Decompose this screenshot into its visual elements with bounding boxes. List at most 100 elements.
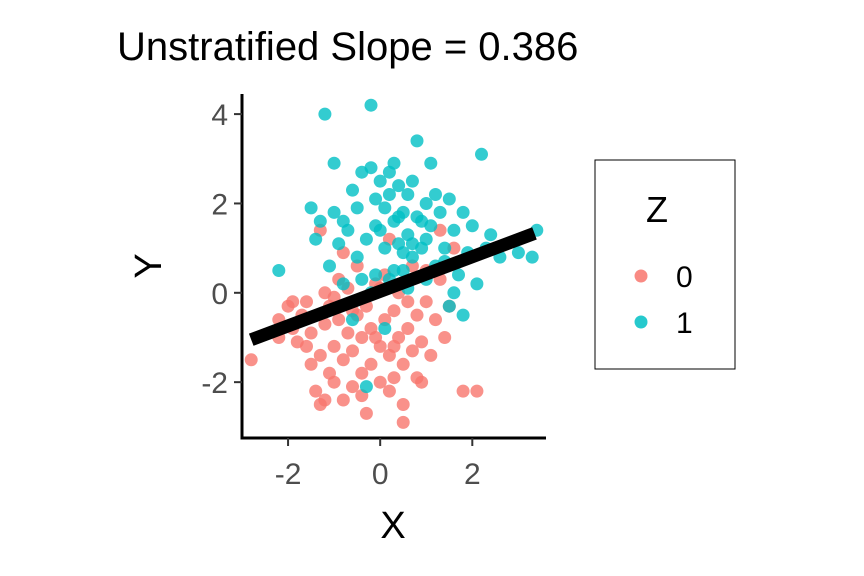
point-z0-47 [396, 415, 410, 429]
point-z1-79 [396, 246, 410, 260]
point-z1-0 [272, 264, 286, 277]
point-z0-62 [470, 384, 484, 398]
fit-line-layer [248, 227, 537, 346]
point-z0-49 [405, 344, 419, 358]
point-z0-55 [424, 348, 438, 362]
point-z0-56 [429, 313, 442, 327]
point-z1-71 [382, 165, 396, 179]
point-z1-55 [484, 228, 498, 242]
point-z1-17 [364, 161, 378, 175]
point-z1-22 [378, 241, 392, 255]
point-z1-72 [336, 214, 350, 228]
point-z1-77 [405, 237, 419, 251]
point-z0-28 [355, 366, 369, 380]
point-z0-11 [313, 348, 327, 362]
point-z1-3 [313, 214, 327, 228]
point-z0-51 [410, 308, 424, 322]
point-z0-45 [396, 398, 410, 411]
point-z0-8 [304, 326, 318, 340]
y-tick-label: 0 [211, 278, 228, 311]
point-z0-61 [456, 384, 470, 398]
legend-key-0 [634, 269, 648, 283]
point-z0-41 [387, 304, 401, 318]
point-z0-60 [447, 241, 461, 255]
legend-label-0: 0 [676, 261, 693, 294]
legend-label-1: 1 [676, 307, 693, 340]
point-z1-4 [318, 107, 332, 121]
point-z1-6 [327, 156, 341, 170]
legend-title: Z [646, 189, 668, 230]
point-z1-47 [447, 223, 461, 237]
point-z0-69 [300, 339, 313, 353]
point-z0-35 [373, 375, 387, 389]
point-z1-38 [419, 197, 433, 210]
point-z1-13 [350, 250, 364, 264]
point-z0-29 [355, 331, 369, 344]
point-z1-2 [309, 232, 323, 246]
point-z0-42 [387, 371, 401, 385]
point-z0-58 [438, 331, 452, 344]
point-z0-22 [341, 326, 355, 340]
point-z0-53 [415, 335, 429, 349]
point-z1-7 [327, 205, 341, 219]
point-z1-75 [447, 286, 461, 300]
point-z1-29 [396, 264, 410, 277]
point-z0-37 [378, 313, 392, 327]
point-z1-11 [346, 183, 359, 197]
point-z1-8 [332, 237, 346, 251]
x-ticks: -2 0 2 [275, 438, 481, 491]
point-z1-23 [382, 188, 396, 201]
point-z0-27 [350, 259, 364, 273]
point-z0-21 [336, 353, 350, 367]
point-z1-28 [392, 179, 406, 193]
point-z1-52 [470, 277, 484, 291]
point-z0-32 [364, 357, 378, 371]
point-z0-18 [332, 313, 346, 327]
point-z1-65 [415, 214, 429, 228]
point-z1-16 [364, 98, 378, 112]
point-z0-39 [382, 384, 396, 398]
point-z0-6 [300, 295, 313, 309]
point-z1-66 [429, 188, 442, 201]
point-z0-54 [419, 295, 433, 309]
point-z1-43 [433, 205, 447, 219]
point-z0-76 [387, 339, 401, 353]
point-z0-25 [346, 344, 359, 358]
point-z1-59 [525, 250, 539, 264]
point-z1-57 [511, 246, 525, 260]
x-tick-label: 0 [372, 458, 389, 491]
point-z1-45 [442, 192, 456, 206]
point-z0-12 [318, 317, 332, 331]
points-layer [244, 98, 544, 429]
point-z0-0 [244, 353, 258, 367]
point-z1-49 [456, 205, 470, 219]
point-z1-74 [392, 210, 406, 224]
legend-box [594, 159, 736, 370]
point-z1-63 [387, 264, 401, 277]
point-z1-51 [465, 219, 479, 233]
point-z1-44 [438, 241, 452, 255]
legend-key-1 [634, 315, 648, 329]
y-tick-label: 2 [211, 188, 228, 221]
point-z1-33 [405, 174, 419, 188]
y-ticks: -2 0 2 4 [201, 99, 242, 400]
legend: Z 0 1 [594, 159, 736, 370]
point-z1-46 [442, 299, 456, 313]
point-z1-15 [359, 232, 373, 246]
point-z1-53 [475, 147, 488, 161]
point-z1-12 [350, 201, 364, 215]
point-z0-73 [401, 295, 415, 309]
point-z0-48 [401, 322, 415, 335]
y-tick-label: -2 [201, 367, 228, 400]
point-z1-31 [401, 188, 415, 201]
point-z1-61 [378, 322, 392, 335]
point-z1-62 [346, 313, 359, 327]
point-z1-9 [336, 277, 350, 291]
point-z0-78 [415, 375, 429, 389]
point-z0-9 [309, 384, 323, 398]
point-z1-35 [410, 134, 424, 148]
y-tick-label: 4 [211, 99, 228, 132]
point-z0-24 [346, 380, 359, 394]
point-z0-16 [327, 375, 341, 389]
